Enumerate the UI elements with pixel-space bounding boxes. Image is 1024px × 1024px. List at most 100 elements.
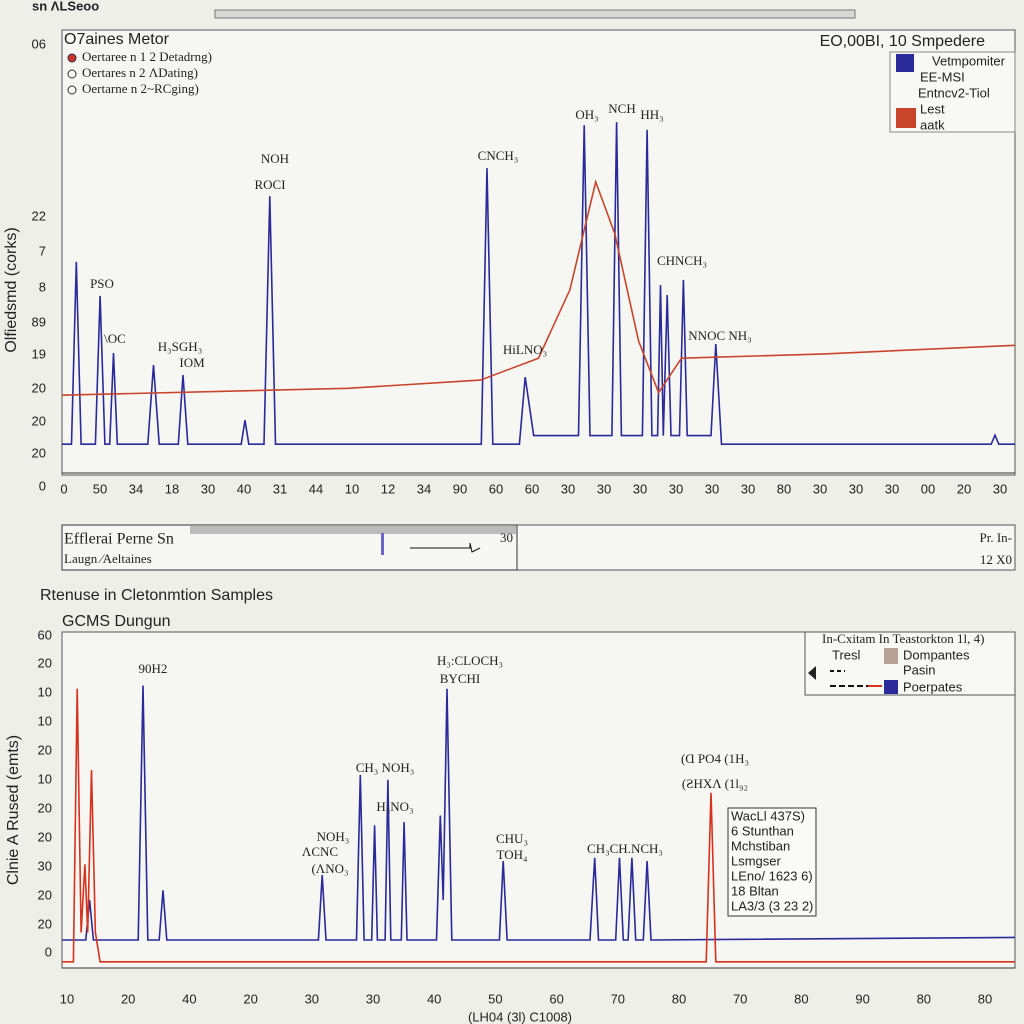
annotation: ΛCNC <box>302 844 338 859</box>
x-tick-label: 12 <box>381 481 395 496</box>
annotation: CNCH₃ <box>478 148 519 163</box>
annotation: (Ɑ PO4 (1H₃ <box>681 751 749 766</box>
x-tick-label: 30 <box>201 481 215 496</box>
chart-title: GCMS Dungun <box>62 613 171 630</box>
x-tick-label: 30 <box>741 481 755 496</box>
x-tick-label: 30 <box>561 481 575 496</box>
x-tick-label: 40 <box>427 991 441 1006</box>
legend-marker <box>67 53 77 63</box>
x-tick-label: 90 <box>453 481 467 496</box>
legend-label: Tresl <box>832 647 861 662</box>
x-tick-label: 30 <box>669 481 683 496</box>
info-line: LA3/3 (3 23 2) <box>731 898 813 913</box>
y-tick-label: 20 <box>38 800 52 815</box>
series-line <box>62 685 1016 941</box>
y-tick-label: 89 <box>32 314 46 329</box>
annotation: OH₃ <box>575 107 598 122</box>
x-tick-label: 80 <box>777 481 791 496</box>
series-line <box>62 688 1015 963</box>
legend-label: aatk <box>920 117 945 132</box>
info-line: 6 Stunthan <box>731 823 794 838</box>
y-tick-label: 20 <box>32 380 46 395</box>
y-tick-label: 0 <box>45 944 52 959</box>
series-line <box>61 179 1016 396</box>
y-tick-label: 10 <box>38 713 52 728</box>
x-tick-label: 20 <box>121 991 135 1006</box>
info-line: LEno/ 1623 6) <box>731 868 813 883</box>
annotation: (ƧHXΛ (1l₉₂ <box>682 776 748 791</box>
y-tick-label: 06 <box>32 36 46 51</box>
x-tick-label: 80 <box>917 991 931 1006</box>
y-tick-label: 0 <box>39 478 46 493</box>
y-tick-label: 10 <box>38 771 52 786</box>
x-tick-label: 40 <box>182 991 196 1006</box>
x-tick-label: 30 <box>633 481 647 496</box>
annotation: TOH₄ <box>496 847 527 862</box>
annotation: H₃SGH₃ <box>158 339 202 354</box>
annotation: ROCI <box>254 177 285 192</box>
panel-right-bottom: 12 X0 <box>980 552 1012 567</box>
info-line: 18 Bltan <box>731 883 779 898</box>
legend-label: Dompantes <box>903 647 970 662</box>
x-tick-label: 50 <box>93 481 107 496</box>
y-tick-label: 20 <box>32 445 46 460</box>
legend-swatch <box>896 54 914 72</box>
y-axis-label: Clnie A Rused (emts) <box>5 735 22 885</box>
section-title: Rtenuse in Cletonmtion Samples <box>40 587 273 604</box>
info-line: Lsmgser <box>731 853 782 868</box>
y-tick-label: 30 <box>38 858 52 873</box>
annotation: \OC <box>104 331 126 346</box>
x-tick-label: 30 <box>597 481 611 496</box>
x-tick-label: 34 <box>129 481 143 496</box>
legend-marker <box>67 69 77 79</box>
panel-inner <box>61 524 518 571</box>
legend-label: Vetmpomiter <box>932 53 1006 68</box>
x-tick-label: 18 <box>165 481 179 496</box>
annotation: (ΛNO₃ <box>311 861 348 876</box>
toolbar <box>214 9 856 19</box>
x-tick-label: 70 <box>733 991 747 1006</box>
legend-marker <box>67 85 77 95</box>
annotation: NOH <box>261 151 289 166</box>
panel-title: Efflerai Perne Sn <box>64 531 174 548</box>
x-tick-label: 0 <box>60 481 67 496</box>
annotation: CHNCH₃ <box>657 253 707 268</box>
annotation: CH₃CH.NCH₃ <box>587 841 663 856</box>
y-tick-label: 10 <box>38 684 52 699</box>
annotation: H₃NO₃ <box>376 799 413 814</box>
y-tick-label: 19 <box>32 346 46 361</box>
annotation: HiLNO₃ <box>503 342 547 357</box>
panel-bar <box>190 526 516 534</box>
y-tick-label: 60 <box>38 627 52 642</box>
legend-label: Pasin <box>903 662 936 677</box>
x-tick-label: 10 <box>345 481 359 496</box>
x-tick-label: 30 <box>705 481 719 496</box>
legend-note: Oertares n 2 ΛDating) <box>82 65 198 80</box>
x-tick-label: 60 <box>549 991 563 1006</box>
y-tick-label: 20 <box>38 916 52 931</box>
x-tick-label: 80 <box>794 991 808 1006</box>
panel-value: 30 <box>500 530 513 545</box>
y-tick-label: 20 <box>38 742 52 757</box>
x-tick-label: 30 <box>885 481 899 496</box>
legend-swatch <box>896 108 916 128</box>
legend-label: Entncv2-Tiol <box>918 85 990 100</box>
x-tick-label: 34 <box>417 481 431 496</box>
x-tick-label: 30 <box>993 481 1007 496</box>
panel-subtitle: Laugn ⁄Aeltaines <box>64 551 152 566</box>
x-tick-label: 20 <box>243 991 257 1006</box>
annotation: CHU₃ <box>496 831 528 846</box>
annotation: H₃:CLOCH₃ <box>437 653 503 668</box>
legend-swatch <box>884 648 898 664</box>
y-tick-label: 20 <box>38 655 52 670</box>
annotation: 90H2 <box>139 661 168 676</box>
y-tick-label: 20 <box>38 887 52 902</box>
x-tick-label: 50 <box>488 991 502 1006</box>
app-title: sn ΛLSeoo <box>32 0 99 13</box>
annotation: NCH <box>608 101 635 116</box>
y-tick-label: 8 <box>39 279 46 294</box>
x-tick-label: 30 <box>366 991 380 1006</box>
y-tick-label: 20 <box>32 413 46 428</box>
